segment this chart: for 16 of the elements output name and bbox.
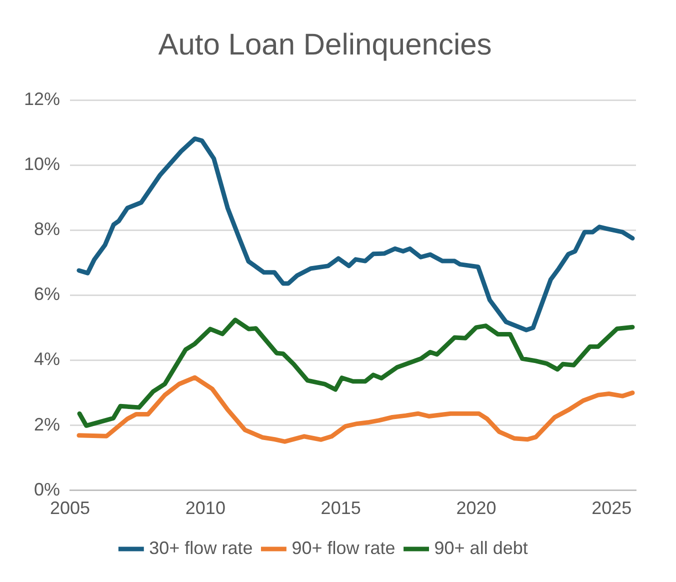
y-tick-label: 8% <box>34 219 60 240</box>
y-tick-label: 6% <box>34 284 60 304</box>
x-tick-label: 2020 <box>456 498 496 518</box>
y-tick-label: 12% <box>24 88 60 109</box>
chart-title: Auto Loan Delinquencies <box>158 28 492 62</box>
x-tick-label: 2025 <box>592 498 632 518</box>
y-tick-label: 4% <box>34 349 60 370</box>
y-tick-label: 10% <box>24 154 60 174</box>
x-tick-label: 2005 <box>50 498 90 518</box>
x-tick-label: 2015 <box>320 498 361 518</box>
x-tick-label: 2010 <box>185 498 226 518</box>
y-tick-label: 0% <box>34 479 60 500</box>
y-tick-label: 2% <box>34 414 60 434</box>
legend-label: 30+ flow rate <box>149 538 253 558</box>
legend-label: 90+ flow rate <box>292 538 396 558</box>
legend-label: 90+ all debt <box>434 538 528 558</box>
